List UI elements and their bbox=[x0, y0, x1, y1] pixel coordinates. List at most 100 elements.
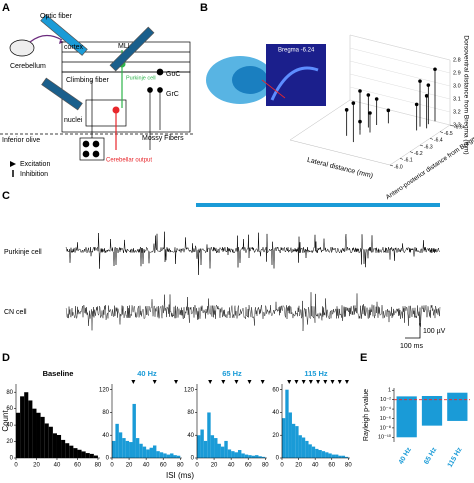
bar bbox=[61, 439, 66, 458]
x-tick-label: 0 bbox=[14, 463, 18, 469]
y-tick-label: 0 bbox=[10, 456, 14, 462]
floor-edge bbox=[289, 99, 351, 141]
y-tick-label: -6.4 bbox=[434, 138, 443, 144]
bar bbox=[112, 440, 116, 458]
bar bbox=[132, 403, 136, 458]
bar bbox=[258, 456, 262, 458]
y-tick-label: -6.2 bbox=[414, 151, 423, 157]
y-tick-label: 0 bbox=[191, 456, 195, 462]
olive-neuron bbox=[82, 140, 90, 148]
coronal-section bbox=[266, 44, 326, 106]
y-tick-label: 40 bbox=[187, 433, 194, 439]
stim-marker bbox=[221, 380, 226, 384]
stim-marker bbox=[131, 380, 136, 384]
stim-marker bbox=[344, 380, 349, 384]
bar bbox=[32, 408, 37, 458]
arrow-head bbox=[59, 40, 64, 44]
x-tick-label: 60 bbox=[245, 463, 252, 469]
floor-edge bbox=[289, 139, 391, 166]
x-tick-label: 40 bbox=[143, 463, 150, 469]
y-tick-label: -6.3 bbox=[424, 144, 433, 150]
brain-images bbox=[206, 44, 326, 106]
x-tick-label: 60 bbox=[328, 463, 335, 469]
x-tick-label: 60 bbox=[160, 463, 167, 469]
x-tick-label: 0 bbox=[110, 463, 114, 469]
bar bbox=[210, 435, 215, 458]
bar bbox=[203, 440, 208, 458]
bar bbox=[311, 446, 316, 458]
y-tick-label: -6.1 bbox=[404, 158, 413, 164]
point bbox=[433, 67, 437, 72]
bar bbox=[65, 443, 70, 458]
bar bbox=[176, 455, 181, 458]
stim-marker bbox=[174, 380, 179, 384]
point bbox=[418, 79, 422, 83]
x-tick-label: 40 bbox=[312, 463, 319, 469]
bar bbox=[331, 454, 336, 458]
bar bbox=[315, 448, 319, 458]
x-tick-label: 0 bbox=[280, 463, 284, 469]
trace-label: CN cell bbox=[4, 309, 27, 316]
label: Optic fiber bbox=[40, 13, 73, 20]
y-tick-label: 60 bbox=[272, 387, 279, 393]
bar bbox=[159, 452, 164, 458]
range-bar bbox=[421, 395, 443, 426]
voltage-trace bbox=[65, 231, 441, 275]
panel-a-diagram bbox=[0, 14, 195, 177]
x-tick-label: 80 bbox=[345, 463, 352, 469]
label: nuclei bbox=[64, 117, 83, 124]
optic-fiber bbox=[41, 77, 83, 111]
tick-mark bbox=[429, 138, 434, 140]
optic-fiber bbox=[40, 14, 88, 56]
bar bbox=[234, 452, 238, 458]
panel-title: 40 Hz bbox=[137, 369, 157, 378]
bar bbox=[224, 440, 228, 458]
bar bbox=[328, 453, 332, 458]
panel-label: E bbox=[360, 352, 367, 364]
stim-marker bbox=[247, 380, 252, 384]
panel-title: Baseline bbox=[43, 369, 74, 378]
point bbox=[374, 97, 379, 101]
bar bbox=[214, 438, 218, 458]
label: Mossy Fibers bbox=[142, 135, 184, 142]
z-tick-label: 3.1 bbox=[453, 96, 461, 102]
grid-line bbox=[349, 34, 451, 61]
bar bbox=[308, 444, 312, 458]
label: GoC bbox=[166, 71, 180, 78]
cerebellum-section bbox=[232, 66, 268, 94]
point bbox=[368, 111, 372, 115]
bar bbox=[77, 449, 82, 458]
bar bbox=[85, 453, 90, 458]
bar bbox=[69, 445, 74, 458]
grid-line bbox=[349, 86, 451, 113]
bar bbox=[338, 455, 342, 458]
scale-bar bbox=[405, 323, 421, 339]
grc-neuron bbox=[157, 87, 163, 93]
bar bbox=[244, 454, 249, 458]
z-tick-label: 3.0 bbox=[453, 83, 461, 89]
y-tick-label: -6.0 bbox=[394, 164, 403, 170]
bar bbox=[301, 437, 306, 458]
y-tick-label: 20 bbox=[6, 439, 13, 445]
bar bbox=[152, 445, 157, 458]
bar bbox=[24, 392, 29, 458]
bar bbox=[73, 448, 78, 458]
axis-label: ISI (ms) bbox=[166, 471, 194, 480]
bar bbox=[251, 455, 256, 458]
tick-mark bbox=[399, 158, 404, 160]
scale-label: 100 µV bbox=[423, 328, 446, 335]
x-tick-label: 60 bbox=[74, 463, 81, 469]
bar bbox=[170, 453, 174, 458]
x-tick-label: 115 Hz bbox=[447, 446, 464, 469]
grid-line bbox=[349, 73, 451, 100]
bar bbox=[220, 446, 225, 458]
bar bbox=[335, 454, 339, 458]
bar bbox=[237, 450, 242, 458]
bar bbox=[16, 412, 21, 458]
bar bbox=[149, 447, 153, 458]
bar bbox=[325, 452, 329, 458]
y-tick-label: 20 bbox=[272, 433, 279, 439]
bar bbox=[139, 443, 143, 458]
bar bbox=[291, 423, 296, 458]
bar bbox=[122, 438, 126, 458]
